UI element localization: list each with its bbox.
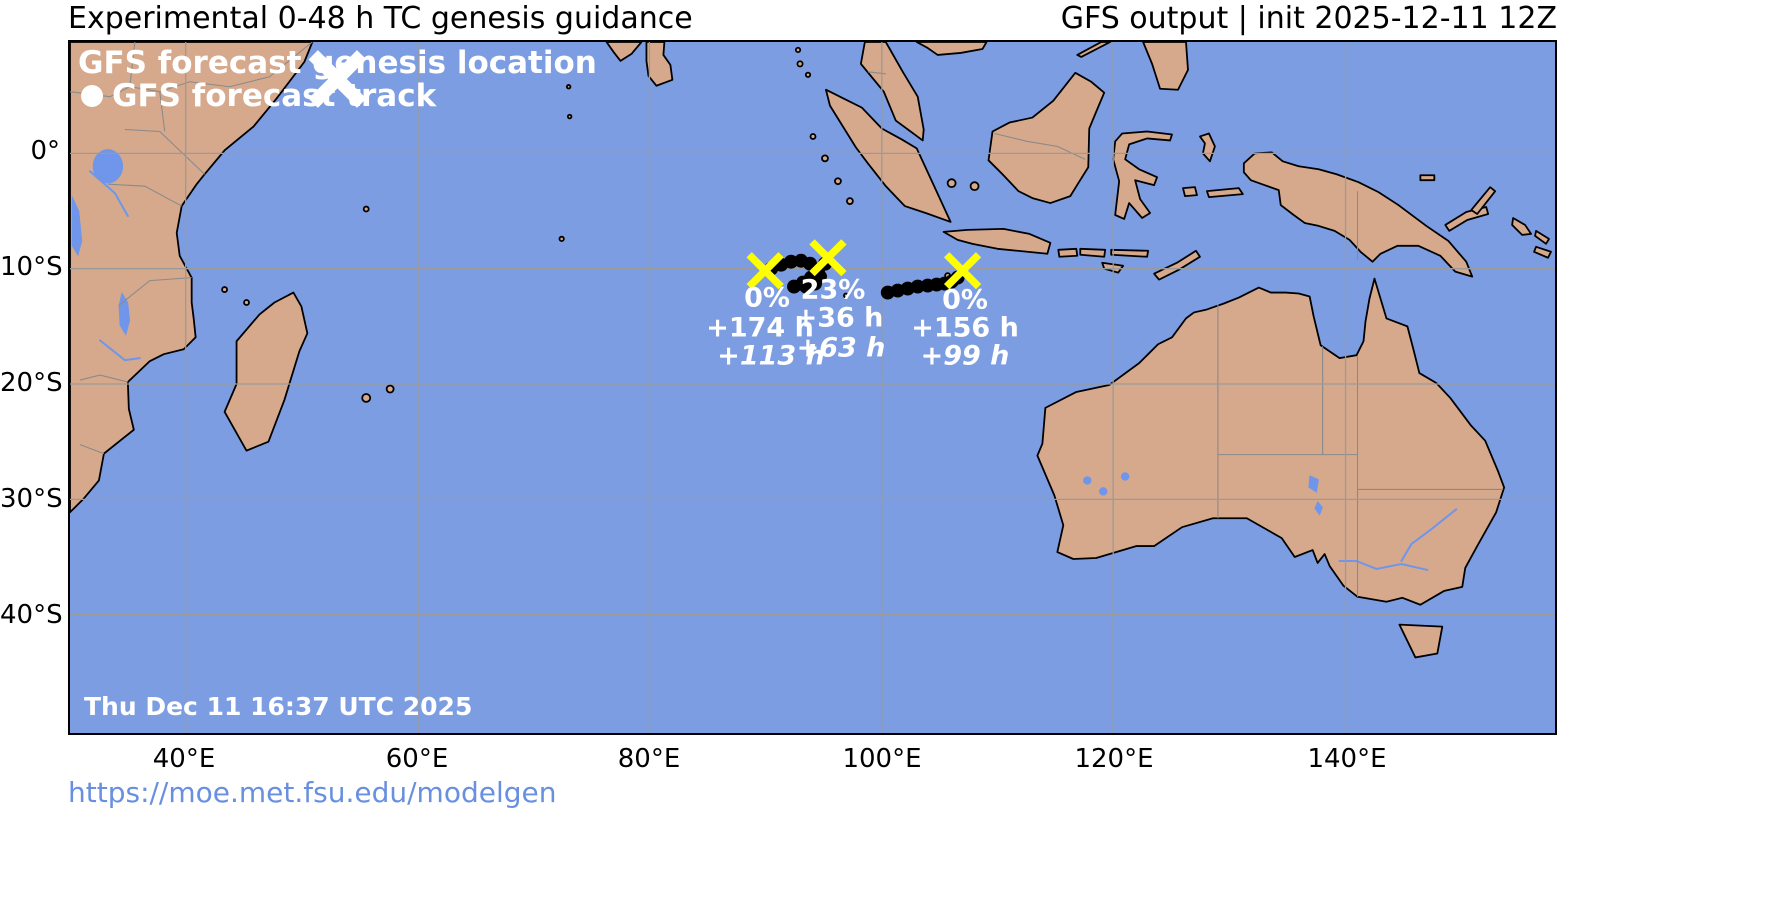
lon-tick-label: 80°E <box>617 744 681 774</box>
lat-tick-label: 0° <box>30 136 60 166</box>
lake-torrens <box>1314 500 1323 516</box>
island-sumbawa <box>1079 247 1107 258</box>
island-flores <box>1110 248 1149 258</box>
system-annotation: +174 h <box>706 312 814 344</box>
lon-tick-label: 100°E <box>842 744 922 774</box>
island-diego-garcia <box>558 235 565 242</box>
genesis-location-marker <box>943 252 982 290</box>
island-cocos <box>843 292 849 299</box>
landmass-australia <box>1036 277 1506 606</box>
map-timestamp: Thu Dec 11 16:37 UTC 2025 <box>84 692 473 721</box>
island-mayotte <box>243 299 250 306</box>
island-nicobar <box>804 71 812 78</box>
river-murray <box>1338 560 1429 571</box>
track-dot <box>787 279 802 294</box>
system-annotation: +156 h <box>911 312 1019 344</box>
lake-wa <box>1098 487 1108 496</box>
admin-border-layer <box>70 42 1504 597</box>
island-mentawai <box>846 197 854 205</box>
island-borneo <box>987 71 1106 204</box>
system-annotation: 0% <box>942 284 988 316</box>
source-url-link[interactable]: https://moe.met.fsu.edu/modelgen <box>68 776 557 809</box>
map-area: 0% +174 h +113 h 23% +36 h +63 h 0% +156 h +99 h… <box>68 40 1557 735</box>
page-title: Experimental 0-48 h TC genesis guidance <box>68 1 693 36</box>
system-annotation: +113 h <box>717 340 825 372</box>
island-timor <box>1153 249 1201 281</box>
island-new-ireland <box>1470 186 1497 215</box>
island-sulawesi <box>1112 130 1173 220</box>
island-bangka <box>946 178 957 189</box>
system-annotation: +63 h <box>796 332 886 364</box>
island-choiseul <box>1534 230 1550 245</box>
island-sumatra <box>825 88 952 223</box>
river-darling <box>1400 508 1458 562</box>
island-mauritius <box>385 384 395 394</box>
lon-tick-label: 40°E <box>152 744 216 774</box>
island-buru <box>1182 186 1198 198</box>
island-bougainville <box>1511 217 1532 236</box>
lake-wa <box>1083 476 1092 485</box>
landmass-malay-peninsula <box>859 42 925 142</box>
island-belitung <box>969 181 980 192</box>
system-annotation: 23% <box>800 274 866 306</box>
island-andaman <box>796 60 804 68</box>
island-mentawai <box>834 177 842 186</box>
lake-tanganyika <box>71 196 83 257</box>
genesis-location-marker <box>746 252 784 290</box>
track-dot-icon <box>81 84 103 107</box>
island-maldives <box>566 113 573 120</box>
lat-tick-label: 10°S <box>0 252 63 282</box>
map-svg <box>70 42 1555 733</box>
lat-tick-label: 40°S <box>0 600 63 630</box>
island-mindanao <box>1142 42 1189 91</box>
lat-tick-label: 30°S <box>0 484 63 514</box>
lon-tick-label: 60°E <box>385 744 449 774</box>
system-annotation: 0% <box>744 282 790 314</box>
lon-tick-label: 120°E <box>1074 744 1154 774</box>
island-nias <box>809 133 817 140</box>
island-andaman <box>794 46 802 54</box>
island-sri-lanka <box>645 42 674 87</box>
genesis-x-icon <box>308 50 367 108</box>
river-africa <box>98 339 141 362</box>
island-tasmania <box>1398 623 1444 659</box>
island-new-georgia <box>1533 245 1552 259</box>
system-annotation: +99 h <box>920 340 1010 372</box>
island-halmahera <box>1199 132 1216 163</box>
legend-genesis-row: GFS forecast genesis location <box>78 45 597 108</box>
lake-victoria <box>92 149 124 184</box>
island-manus <box>1419 174 1436 182</box>
island-reunion <box>361 393 372 403</box>
legend-track-label: GFS forecast track <box>112 77 437 114</box>
genesis-marker-layer <box>746 239 982 290</box>
island-java <box>942 228 1052 255</box>
island-bali-lombok <box>1057 247 1079 258</box>
landmass-madagascar <box>223 291 309 452</box>
lon-tick-label: 140°E <box>1307 744 1387 774</box>
legend: GFS forecast genesis location GFS foreca… <box>78 45 597 114</box>
lat-tick-label: 20°S <box>0 368 63 398</box>
inland-water-layer <box>71 149 1458 571</box>
island-seychelles <box>362 205 370 213</box>
legend-track-row: GFS forecast track <box>78 77 597 114</box>
system-annotation: +36 h <box>794 302 884 334</box>
model-init-title: GFS output | init 2025-12-11 12Z <box>1060 1 1557 36</box>
island-mentawai <box>821 154 829 163</box>
lake-wa <box>1120 472 1130 481</box>
island-maldives <box>565 84 572 90</box>
island-seram <box>1206 187 1244 198</box>
lake-eyre <box>1308 475 1319 493</box>
river-africa <box>88 170 129 217</box>
landmass-indochina <box>915 42 988 56</box>
landmass-india-tip <box>605 42 643 62</box>
island-comoros <box>221 286 228 293</box>
map-annotations: 0% +174 h +113 h 23% +36 h +63 h 0% +156 h +99 h <box>70 42 1555 733</box>
genesis-location-marker <box>809 239 847 277</box>
island-palawan <box>1076 42 1112 58</box>
